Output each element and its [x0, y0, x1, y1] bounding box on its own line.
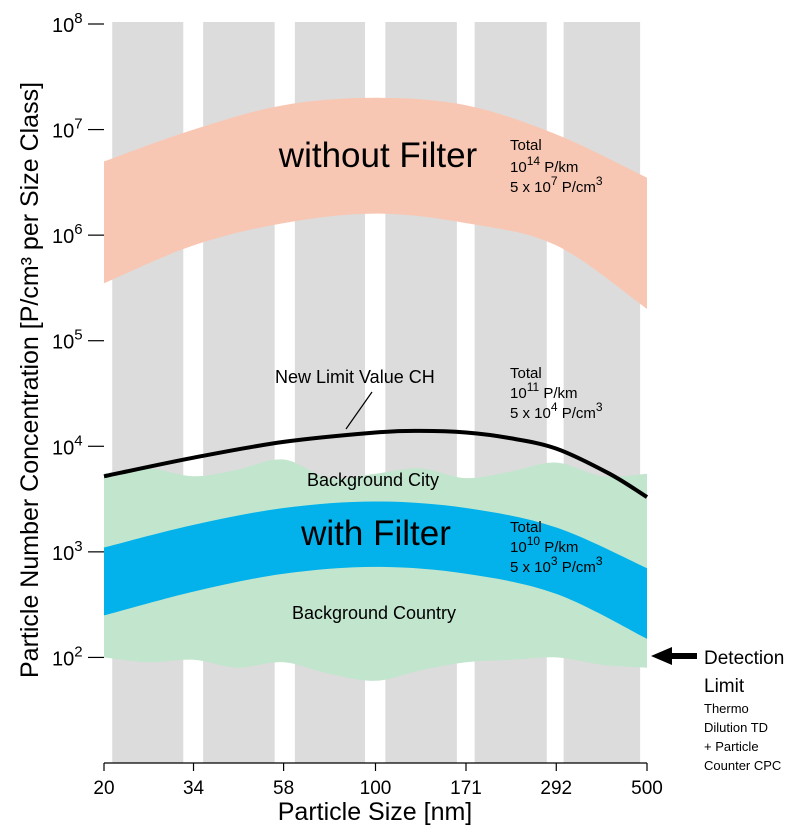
- y-tick-label: 102: [52, 643, 83, 670]
- with-filter-per-cm3: 5 x 103 P/cm3: [510, 554, 603, 576]
- y-axis-title: Particle Number Concentration [P/cm³ per…: [16, 82, 44, 678]
- band-with-filter: [104, 501, 647, 639]
- band-without-filter: [104, 97, 647, 309]
- with-filter-label: with Filter: [300, 514, 451, 553]
- without-filter-per-km: 1014 P/km: [510, 154, 578, 176]
- background-city-label: Background City: [307, 470, 439, 490]
- series-line-limit-value: [103, 428, 649, 499]
- x-tick-label: 20: [93, 778, 114, 799]
- y-tick-label: 108: [52, 10, 83, 37]
- with-filter-total: Total: [510, 519, 542, 536]
- limit-value-label: New Limit Value CH: [275, 367, 435, 387]
- limit-total: Total: [510, 365, 542, 382]
- detection-label-line4: Dilution TD: [704, 720, 768, 735]
- without-filter-total: Total: [510, 137, 542, 154]
- detection-label-line2: Limit: [704, 676, 745, 697]
- y-tick-label: 107: [52, 116, 83, 143]
- y-ticks: 102 103 104 105 106 107 108: [52, 10, 104, 670]
- y-tick-label: 104: [52, 432, 83, 459]
- with-filter-per-km: 1010 P/km: [510, 534, 578, 556]
- x-tick-label: 292: [540, 778, 572, 799]
- detection-label-line3: Thermo: [704, 701, 749, 716]
- limit-per-km: 1011 P/km: [510, 380, 578, 402]
- background-country-label: Background Country: [292, 603, 456, 623]
- band-background-city: [104, 459, 647, 681]
- limit-per-cm3: 5 x 104 P/cm3: [510, 400, 603, 422]
- without-filter-per-cm3: 5 x 107 P/cm3: [510, 174, 603, 196]
- detection-label-line1: Detection: [704, 648, 784, 669]
- x-tick-label: 58: [273, 778, 294, 799]
- x-tick-label: 500: [631, 778, 663, 799]
- x-tick-label: 100: [360, 778, 392, 799]
- detection-arrow-icon: [651, 647, 697, 665]
- y-tick-label: 106: [52, 221, 83, 248]
- y-tick-label: 103: [52, 538, 83, 565]
- concentration-bands: [104, 97, 647, 681]
- without-filter-label: without Filter: [278, 136, 478, 175]
- detection-label-line6: Counter CPC: [704, 758, 781, 773]
- x-ticks: 20 34 58 100 171 292 500: [93, 763, 663, 799]
- detection-label-line5: + Particle: [704, 739, 759, 754]
- limit-leader-line: [345, 391, 373, 430]
- x-axis-title: Particle Size [nm]: [278, 798, 473, 826]
- x-tick-label: 34: [183, 778, 205, 799]
- y-tick-label: 105: [52, 327, 83, 354]
- x-tick-label: 171: [450, 778, 482, 799]
- limit-series: [103, 428, 649, 499]
